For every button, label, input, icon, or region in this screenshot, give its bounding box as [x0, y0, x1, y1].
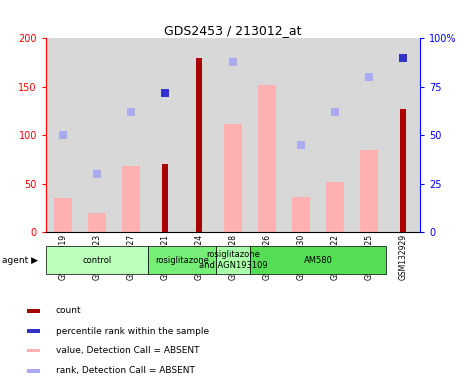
Bar: [88, 213, 106, 232]
Bar: [54, 199, 72, 232]
Title: GDS2453 / 213012_at: GDS2453 / 213012_at: [164, 24, 302, 37]
Bar: [297, 144, 305, 146]
Bar: [250, 38, 284, 232]
Bar: [162, 164, 168, 232]
Bar: [162, 164, 168, 232]
Bar: [122, 166, 140, 232]
Text: agent ▶: agent ▶: [2, 256, 38, 265]
Text: rosiglitazone: rosiglitazone: [155, 256, 209, 265]
Bar: [161, 89, 168, 96]
Bar: [59, 131, 67, 139]
Bar: [365, 73, 373, 81]
Bar: [400, 109, 406, 232]
Bar: [359, 150, 378, 232]
Bar: [59, 131, 67, 139]
Bar: [80, 38, 114, 232]
Bar: [365, 76, 373, 78]
Bar: [93, 170, 101, 178]
Bar: [325, 182, 344, 232]
Bar: [386, 38, 420, 232]
Bar: [297, 141, 305, 149]
Bar: [318, 38, 352, 232]
Bar: [263, 31, 271, 38]
Bar: [365, 73, 373, 81]
Bar: [291, 197, 310, 232]
Bar: [59, 134, 67, 136]
Bar: [257, 85, 276, 232]
Bar: [399, 54, 407, 62]
Bar: [93, 170, 101, 178]
Bar: [127, 108, 134, 116]
Bar: [229, 58, 237, 66]
Bar: [196, 58, 202, 232]
Bar: [54, 199, 72, 232]
Text: AM580: AM580: [303, 256, 332, 265]
Bar: [27, 329, 40, 333]
Bar: [216, 247, 250, 274]
Bar: [182, 38, 216, 232]
Bar: [263, 33, 271, 36]
Bar: [250, 247, 386, 274]
Bar: [297, 141, 305, 149]
Bar: [122, 166, 140, 232]
Bar: [352, 38, 386, 232]
Bar: [229, 61, 237, 63]
Bar: [127, 108, 134, 116]
Bar: [359, 150, 378, 232]
Bar: [257, 85, 276, 232]
Text: count: count: [56, 306, 82, 315]
Text: value, Detection Call = ABSENT: value, Detection Call = ABSENT: [56, 346, 200, 355]
Bar: [127, 111, 134, 113]
Text: rank, Detection Call = ABSENT: rank, Detection Call = ABSENT: [56, 366, 195, 376]
Bar: [148, 247, 216, 274]
Bar: [88, 213, 106, 232]
Bar: [27, 309, 40, 313]
Bar: [399, 54, 407, 62]
Bar: [27, 369, 40, 373]
Bar: [229, 58, 237, 66]
Bar: [27, 349, 40, 353]
Bar: [161, 92, 168, 94]
Bar: [93, 173, 101, 175]
Bar: [161, 89, 168, 96]
Bar: [291, 197, 310, 232]
Text: control: control: [82, 256, 112, 265]
Bar: [263, 31, 271, 38]
Text: percentile rank within the sample: percentile rank within the sample: [56, 327, 209, 336]
Bar: [331, 108, 339, 116]
Bar: [216, 38, 250, 232]
Bar: [148, 38, 182, 232]
Bar: [196, 58, 202, 232]
Bar: [195, 28, 202, 30]
Bar: [224, 124, 242, 232]
Bar: [325, 182, 344, 232]
Bar: [224, 124, 242, 232]
Bar: [331, 111, 339, 113]
Bar: [46, 38, 80, 232]
Bar: [399, 57, 407, 59]
Bar: [400, 109, 406, 232]
Bar: [284, 38, 318, 232]
Text: rosiglitazone
and AGN193109: rosiglitazone and AGN193109: [199, 250, 267, 270]
Bar: [46, 247, 148, 274]
Bar: [114, 38, 148, 232]
Bar: [331, 108, 339, 116]
